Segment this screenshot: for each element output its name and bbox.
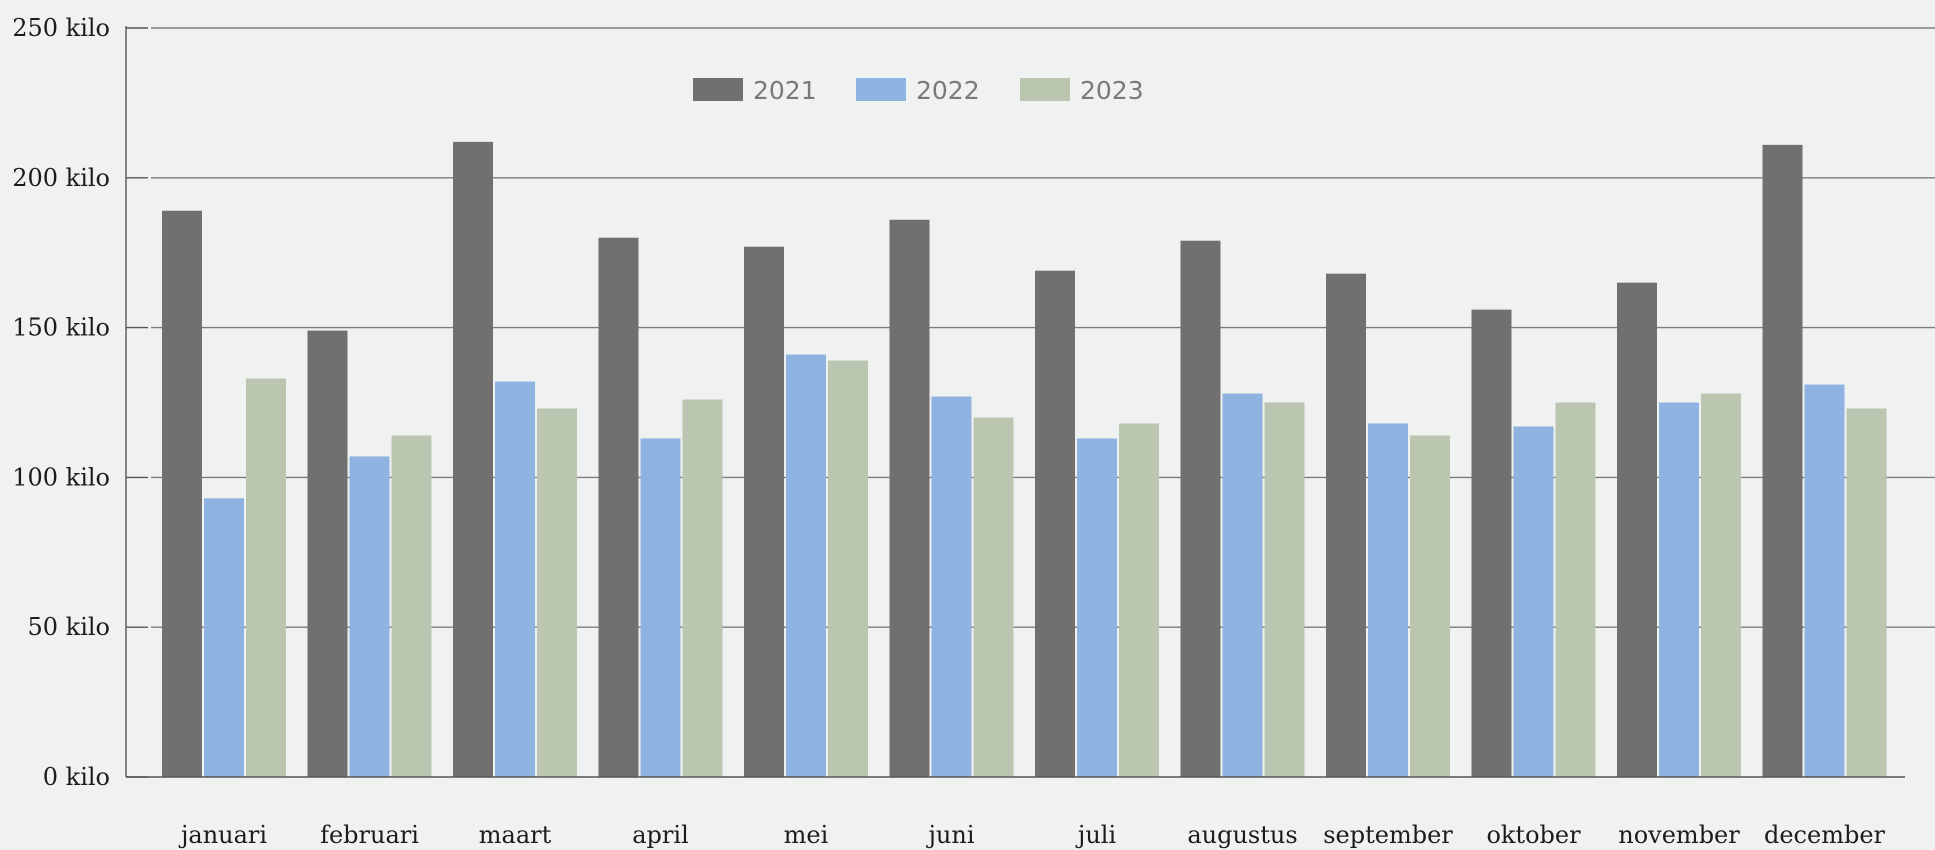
legend-item-2023: 2023: [1020, 76, 1144, 105]
bar-2023-februari: [392, 435, 432, 777]
bar-2022-augustus: [1223, 394, 1263, 777]
x-tick-label: mei: [784, 821, 829, 849]
bar-2023-mei: [828, 361, 868, 777]
bar-2023-december: [1847, 408, 1887, 777]
bar-2022-februari: [350, 456, 390, 777]
x-tick-label: april: [632, 821, 689, 849]
legend-swatch: [856, 78, 906, 101]
bars: [162, 142, 1887, 777]
bar-2021-december: [1763, 145, 1803, 777]
y-tick-label: 200 kilo: [12, 164, 110, 192]
bar-2021-juli: [1035, 271, 1075, 777]
x-tick-label: juni: [925, 821, 974, 849]
bar-2021-februari: [308, 331, 348, 777]
bar-2022-maart: [495, 382, 535, 777]
bar-2022-juni: [932, 397, 972, 777]
y-tick-labels: 0 kilo 50 kilo 100 kilo 150 kilo 200 kilo 250…: [12, 14, 110, 791]
x-tick-label: november: [1618, 821, 1740, 849]
y-tick-label: 0 kilo: [43, 763, 110, 791]
x-category-labels: januari februari maart april mei juni juli augu…: [178, 821, 1886, 849]
bar-2022-september: [1368, 423, 1408, 777]
x-tick-label: oktober: [1486, 821, 1581, 849]
bar-2023-juli: [1119, 423, 1159, 777]
bar-2023-juni: [974, 417, 1014, 777]
bar-2023-oktober: [1556, 403, 1596, 778]
bar-2021-april: [599, 238, 639, 777]
legend-item-2022: 2022: [856, 76, 980, 105]
legend-label: 2022: [916, 76, 980, 105]
bar-2021-september: [1326, 274, 1366, 777]
bar-2022-april: [641, 438, 681, 777]
legend-label: 2023: [1080, 76, 1144, 105]
bar-2022-december: [1805, 385, 1845, 777]
bar-2023-januari: [246, 379, 286, 777]
bar-2021-mei: [744, 247, 784, 777]
bar-2023-september: [1410, 435, 1450, 777]
bar-2021-januari: [162, 211, 202, 777]
bar-2022-mei: [786, 355, 826, 777]
bar-2022-november: [1659, 403, 1699, 778]
x-tick-label: augustus: [1187, 821, 1297, 849]
bar-2021-augustus: [1181, 241, 1221, 777]
bar-2022-oktober: [1514, 426, 1554, 777]
y-tick-label: 50 kilo: [27, 613, 110, 641]
bar-2023-maart: [537, 408, 577, 777]
x-tick-label: juli: [1075, 821, 1117, 849]
x-tick-label: januari: [178, 821, 267, 849]
bar-2022-januari: [204, 498, 244, 777]
legend-swatch: [693, 78, 743, 101]
legend-swatch: [1020, 78, 1070, 101]
y-tick-label: 150 kilo: [12, 314, 110, 342]
legend-label: 2021: [753, 76, 817, 105]
y-tick-label: 250 kilo: [12, 14, 110, 42]
bar-2022-juli: [1077, 438, 1117, 777]
x-tick-label: maart: [479, 821, 552, 849]
x-tick-label: september: [1323, 821, 1453, 849]
x-tick-label: februari: [320, 821, 419, 849]
bar-2021-maart: [453, 142, 493, 777]
bar-2023-november: [1701, 394, 1741, 777]
legend-item-2021: 2021: [693, 76, 817, 105]
bar-2021-oktober: [1472, 310, 1512, 777]
x-tick-label: december: [1764, 821, 1886, 849]
bar-2023-augustus: [1265, 403, 1305, 778]
legend: 2021 2022 2023: [693, 76, 1144, 105]
bar-2023-april: [683, 400, 723, 777]
bar-2021-november: [1617, 283, 1657, 777]
bar-2021-juni: [890, 220, 930, 777]
y-tick-label: 100 kilo: [12, 463, 110, 491]
